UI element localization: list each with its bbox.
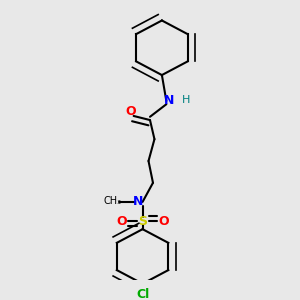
Text: S: S (138, 214, 147, 227)
Text: CH₃: CH₃ (104, 196, 122, 206)
Text: N: N (164, 94, 175, 107)
Text: Cl: Cl (136, 288, 149, 300)
Text: N: N (133, 195, 143, 208)
Text: O: O (125, 105, 136, 119)
Text: H: H (182, 94, 190, 105)
Text: O: O (158, 214, 169, 227)
Text: O: O (116, 214, 127, 227)
